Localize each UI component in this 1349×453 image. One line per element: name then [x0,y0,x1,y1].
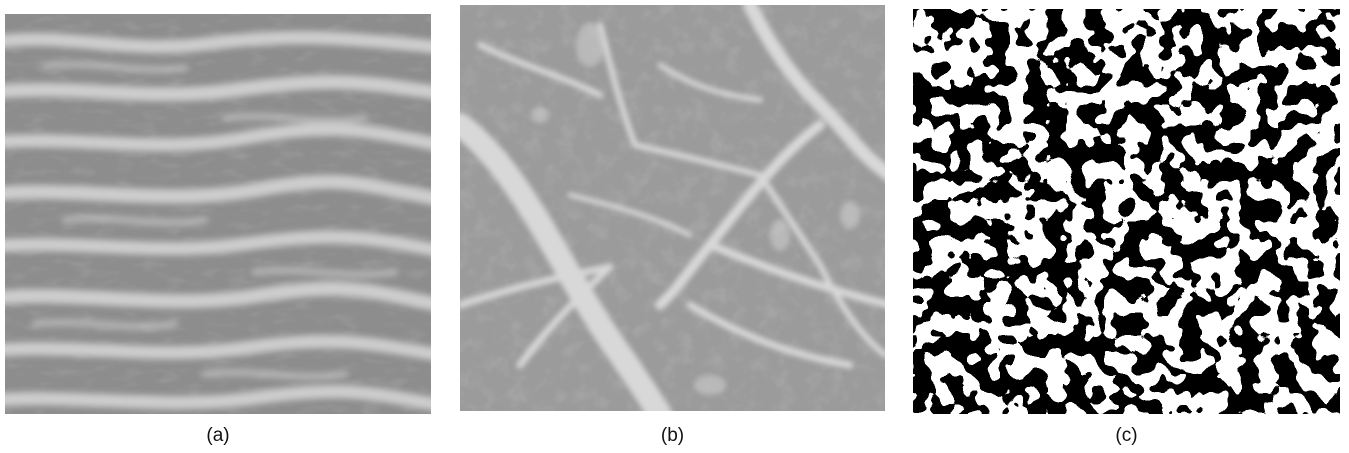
image-c-binary-spots [913,9,1340,414]
caption-a: (a) [206,425,230,446]
panel-b: (b) [460,0,885,453]
caption-b: (b) [660,425,685,446]
image-b-vein-network [460,5,885,411]
panel-a: (a) [5,0,431,453]
image-a-horizontal-ridges [5,14,431,414]
panel-c: (c) [913,0,1340,453]
caption-c: (c) [1115,425,1138,446]
